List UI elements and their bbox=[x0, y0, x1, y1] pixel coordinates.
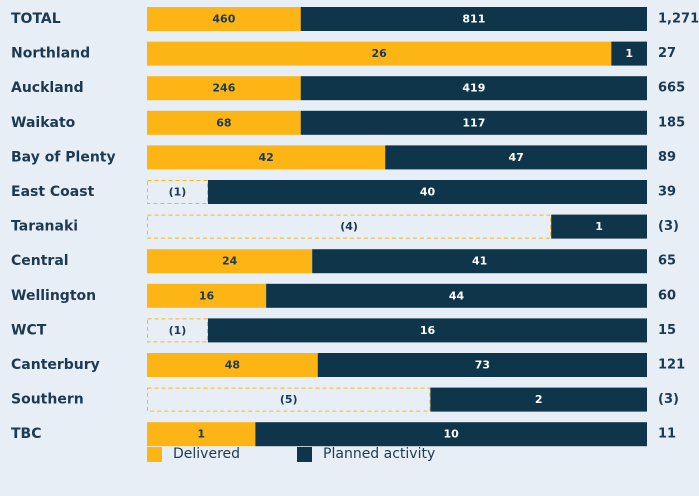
row-label-wellington: Wellington bbox=[11, 288, 96, 304]
row-label-central: Central bbox=[11, 253, 69, 269]
planned-value-taranaki: 1 bbox=[595, 220, 603, 233]
delivered-bar-tbc bbox=[147, 422, 256, 447]
delivered-bar-canterbury bbox=[147, 353, 318, 377]
delivered-bar-central bbox=[147, 249, 313, 274]
total-value-total: 1,271 bbox=[658, 12, 699, 27]
delivered-value-wct: (1) bbox=[169, 324, 187, 337]
planned-value-central: 41 bbox=[472, 255, 487, 268]
delivered-value-tbc: 1 bbox=[197, 428, 205, 441]
planned-bar-waikato bbox=[300, 110, 647, 135]
planned-value-bay-of-plenty: 47 bbox=[508, 151, 523, 164]
row-label-tbc: TBC bbox=[11, 426, 42, 442]
delivered-bar-waikato bbox=[147, 110, 301, 135]
planned-bar-east-coast bbox=[207, 180, 647, 204]
planned-value-total: 811 bbox=[462, 13, 485, 26]
row-label-canterbury: Canterbury bbox=[11, 357, 100, 373]
delivered-value-total: 460 bbox=[212, 13, 235, 26]
planned-bar-canterbury bbox=[317, 353, 647, 377]
delivered-bar-southern bbox=[147, 387, 431, 412]
delivered-bar-auckland bbox=[147, 76, 301, 101]
planned-value-tbc: 10 bbox=[444, 428, 460, 441]
planned-value-southern: 2 bbox=[535, 393, 543, 406]
planned-bar-wct bbox=[207, 318, 647, 343]
total-value-northland: 27 bbox=[658, 46, 676, 61]
delivered-bar-total bbox=[147, 7, 301, 31]
total-value-wct: 15 bbox=[658, 323, 676, 338]
legend: Delivered Planned activity bbox=[147, 446, 435, 462]
planned-value-waikato: 117 bbox=[462, 116, 485, 129]
delivered-value-northland: 26 bbox=[371, 47, 387, 60]
planned-value-east-coast: 40 bbox=[420, 186, 436, 199]
row-label-taranaki: Taranaki bbox=[11, 219, 78, 235]
planned-bar-central bbox=[312, 249, 647, 274]
legend-label-planned: Planned activity bbox=[323, 446, 436, 462]
total-value-waikato: 185 bbox=[658, 115, 685, 130]
planned-bar-auckland bbox=[300, 76, 647, 101]
total-value-tbc: 11 bbox=[658, 427, 676, 442]
delivered-value-east-coast: (1) bbox=[169, 186, 187, 199]
planned-bar-taranaki bbox=[551, 214, 647, 239]
planned-bar-tbc bbox=[255, 422, 647, 447]
row-label-northland: Northland bbox=[11, 46, 90, 62]
delivered-bar-taranaki bbox=[147, 214, 552, 239]
row-label-wct: WCT bbox=[11, 322, 47, 338]
planned-value-canterbury: 73 bbox=[475, 359, 490, 372]
delivered-bar-wct bbox=[147, 318, 208, 343]
total-value-canterbury: 121 bbox=[658, 358, 685, 373]
row-label-southern: Southern bbox=[11, 392, 84, 408]
delivered-bar-northland bbox=[147, 41, 612, 66]
delivered-bar-east-coast bbox=[147, 180, 208, 204]
total-value-taranaki: (3) bbox=[658, 219, 679, 234]
delivered-value-wellington: 16 bbox=[199, 289, 215, 302]
total-value-southern: (3) bbox=[658, 392, 679, 407]
legend-swatch-delivered bbox=[147, 446, 162, 462]
delivered-value-canterbury: 48 bbox=[225, 359, 240, 372]
planned-value-wellington: 44 bbox=[449, 289, 465, 302]
delivered-value-central: 24 bbox=[222, 255, 238, 268]
total-value-central: 65 bbox=[658, 254, 676, 269]
planned-bar-northland bbox=[611, 41, 647, 66]
planned-value-wct: 16 bbox=[420, 324, 436, 337]
delivered-value-waikato: 68 bbox=[216, 116, 231, 129]
total-value-bay-of-plenty: 89 bbox=[658, 150, 676, 165]
delivered-value-auckland: 246 bbox=[212, 82, 235, 95]
legend-swatch-planned bbox=[297, 446, 313, 462]
total-value-wellington: 60 bbox=[658, 288, 676, 303]
planned-value-northland: 1 bbox=[625, 47, 633, 60]
legend-item-planned: Planned activity bbox=[297, 446, 435, 462]
legend-label-delivered: Delivered bbox=[173, 446, 241, 462]
row-label-auckland: Auckland bbox=[11, 80, 84, 96]
row-label-east-coast: East Coast bbox=[11, 184, 95, 200]
planned-bar-southern bbox=[430, 387, 647, 412]
row-label-total: TOTAL bbox=[11, 11, 61, 27]
row-label-waikato: Waikato bbox=[11, 115, 76, 131]
planned-bar-total bbox=[300, 7, 647, 31]
total-value-auckland: 665 bbox=[658, 81, 685, 96]
delivered-value-taranaki: (4) bbox=[340, 220, 358, 233]
legend-item-delivered: Delivered bbox=[147, 446, 240, 462]
delivered-bar-bay-of-plenty bbox=[147, 145, 386, 170]
planned-bar-bay-of-plenty bbox=[385, 145, 647, 170]
planned-value-auckland: 419 bbox=[462, 82, 485, 95]
planned-bar-wellington bbox=[266, 283, 647, 308]
total-value-east-coast: 39 bbox=[658, 185, 676, 200]
delivered-bar-wellington bbox=[147, 283, 267, 308]
delivered-value-bay-of-plenty: 42 bbox=[258, 151, 273, 164]
row-label-bay-of-plenty: Bay of Plenty bbox=[11, 149, 116, 165]
delivered-value-southern: (5) bbox=[280, 393, 298, 406]
